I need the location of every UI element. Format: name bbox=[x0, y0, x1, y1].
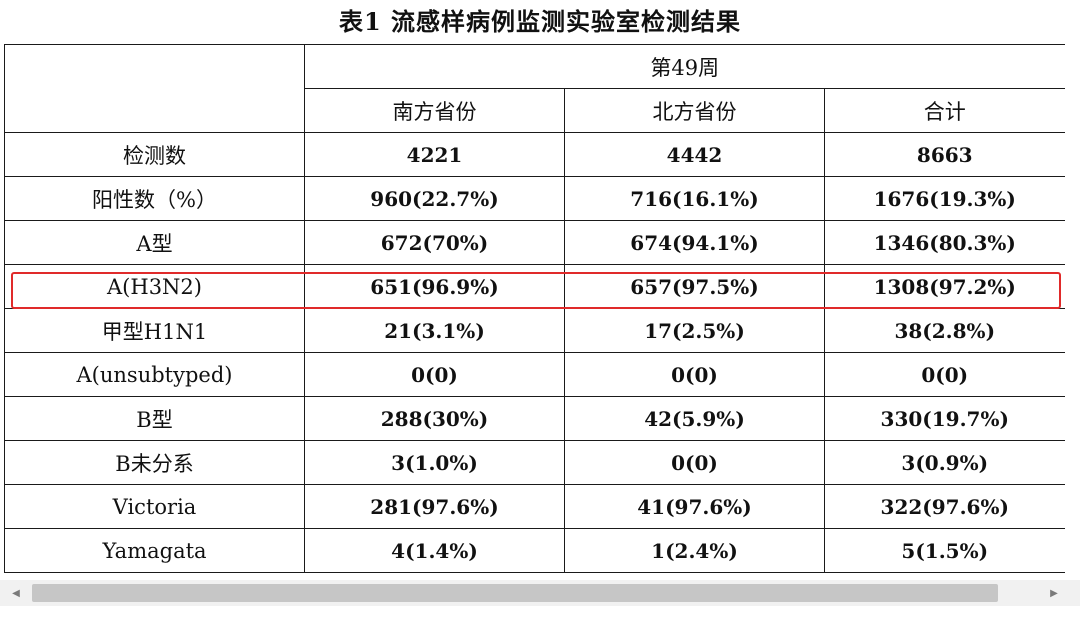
table-cell: 651(96.9%) bbox=[304, 264, 565, 309]
table-row: A型 672(70%) 674(94.1%) 1346(80.3%) bbox=[4, 220, 1065, 265]
table-row: 检测数 4221 4442 8663 bbox=[4, 132, 1065, 177]
table-cell: 0(0) bbox=[564, 440, 825, 485]
table-cell: 4221 bbox=[304, 132, 565, 177]
arrow-left-icon[interactable]: ◀ bbox=[12, 587, 20, 599]
table-cell: 4442 bbox=[564, 132, 825, 177]
table-cell: 1346(80.3%) bbox=[824, 220, 1065, 265]
row-label: B未分系 bbox=[4, 440, 305, 485]
table-cell: 21(3.1%) bbox=[304, 308, 565, 353]
row-label: Victoria bbox=[4, 484, 305, 529]
table-cell: 281(97.6%) bbox=[304, 484, 565, 529]
table-row: B未分系 3(1.0%) 0(0) 3(0.9%) bbox=[4, 440, 1065, 485]
table-cell: 42(5.9%) bbox=[564, 396, 825, 441]
table-cell: 4(1.4%) bbox=[304, 528, 565, 573]
column-header-south: 南方省份 bbox=[304, 88, 565, 133]
results-table: 第49周 南方省份 北方省份 合计 检测数 4221 4442 8663 阳性数（%） 9… bbox=[4, 44, 1065, 573]
row-label: 甲型H1N1 bbox=[4, 308, 305, 353]
table-row: Yamagata 4(1.4%) 1(2.4%) 5(1.5%) bbox=[4, 528, 1065, 573]
row-label: B型 bbox=[4, 396, 305, 441]
week-header: 第49周 bbox=[304, 44, 1065, 89]
header-row-regions: 南方省份 北方省份 合计 bbox=[5, 88, 1065, 133]
column-header-total: 合计 bbox=[824, 88, 1065, 133]
table-row: 阳性数（%） 960(22.7%) 716(16.1%) 1676(19.3%) bbox=[4, 176, 1065, 221]
table-cell: 17(2.5%) bbox=[564, 308, 825, 353]
table-row: A(H3N2) 651(96.9%) 657(97.5%) 1308(97.2%) bbox=[4, 264, 1065, 309]
row-label: A型 bbox=[4, 220, 305, 265]
table-cell: 1(2.4%) bbox=[564, 528, 825, 573]
horizontal-scrollbar[interactable]: ◀ ▶ bbox=[0, 580, 1080, 606]
table-cell: 322(97.6%) bbox=[824, 484, 1065, 529]
table-cell: 1308(97.2%) bbox=[824, 264, 1065, 309]
table-cell: 330(19.7%) bbox=[824, 396, 1065, 441]
row-label: Yamagata bbox=[4, 528, 305, 573]
table-row: A(unsubtyped) 0(0) 0(0) 0(0) bbox=[4, 352, 1065, 397]
table-cell: 0(0) bbox=[304, 352, 565, 397]
arrow-right-icon[interactable]: ▶ bbox=[1050, 587, 1058, 599]
table-cell: 0(0) bbox=[824, 352, 1065, 397]
table-cell: 38(2.8%) bbox=[824, 308, 1065, 353]
table-cell: 1676(19.3%) bbox=[824, 176, 1065, 221]
row-label: A(unsubtyped) bbox=[4, 352, 305, 397]
table-cell: 0(0) bbox=[564, 352, 825, 397]
row-label: A(H3N2) bbox=[4, 264, 305, 309]
row-label: 阳性数（%） bbox=[4, 176, 305, 221]
table-row: 甲型H1N1 21(3.1%) 17(2.5%) 38(2.8%) bbox=[4, 308, 1065, 353]
column-header-north: 北方省份 bbox=[564, 88, 825, 133]
header-corner-cell bbox=[4, 44, 305, 133]
table-cell: 657(97.5%) bbox=[564, 264, 825, 309]
table-cell: 674(94.1%) bbox=[564, 220, 825, 265]
row-label: 检测数 bbox=[4, 132, 305, 177]
header-row-week: 第49周 bbox=[4, 44, 1065, 133]
table-cell: 3(1.0%) bbox=[304, 440, 565, 485]
table-title: 表1 流感样病例监测实验室检测结果 bbox=[338, 7, 742, 36]
table-cell: 41(97.6%) bbox=[564, 484, 825, 529]
table-cell: 288(30%) bbox=[304, 396, 565, 441]
table-cell: 960(22.7%) bbox=[304, 176, 565, 221]
table-row: B型 288(30%) 42(5.9%) 330(19.7%) bbox=[4, 396, 1065, 441]
table-cell: 716(16.1%) bbox=[564, 176, 825, 221]
table-cell: 3(0.9%) bbox=[824, 440, 1065, 485]
table-cell: 5(1.5%) bbox=[824, 528, 1065, 573]
table-row: Victoria 281(97.6%) 41(97.6%) 322(97.6%) bbox=[4, 484, 1065, 529]
table-cell: 672(70%) bbox=[304, 220, 565, 265]
scrollbar-thumb[interactable] bbox=[32, 584, 998, 602]
table-cell: 8663 bbox=[824, 132, 1065, 177]
